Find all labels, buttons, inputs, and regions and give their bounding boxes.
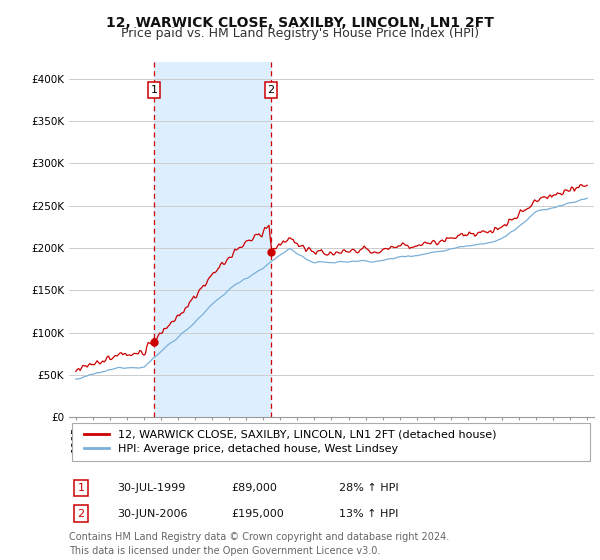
FancyBboxPatch shape	[71, 423, 590, 461]
Text: Contains HM Land Registry data © Crown copyright and database right 2024.
This d: Contains HM Land Registry data © Crown c…	[69, 533, 449, 556]
Text: 2: 2	[268, 85, 275, 95]
Text: £89,000: £89,000	[231, 483, 277, 493]
Text: 2: 2	[77, 508, 85, 519]
Text: 12, WARWICK CLOSE, SAXILBY, LINCOLN, LN1 2FT: 12, WARWICK CLOSE, SAXILBY, LINCOLN, LN1…	[106, 16, 494, 30]
Legend: 12, WARWICK CLOSE, SAXILBY, LINCOLN, LN1 2FT (detached house), HPI: Average pric: 12, WARWICK CLOSE, SAXILBY, LINCOLN, LN1…	[80, 426, 500, 458]
Bar	[154, 62, 271, 417]
Text: 1: 1	[151, 85, 157, 95]
Text: 30-JUL-1999: 30-JUL-1999	[117, 483, 185, 493]
Text: 1: 1	[77, 483, 85, 493]
Text: 13% ↑ HPI: 13% ↑ HPI	[339, 508, 398, 519]
Text: 30-JUN-2006: 30-JUN-2006	[117, 508, 187, 519]
Text: £195,000: £195,000	[231, 508, 284, 519]
Text: 28% ↑ HPI: 28% ↑ HPI	[339, 483, 398, 493]
Text: Price paid vs. HM Land Registry's House Price Index (HPI): Price paid vs. HM Land Registry's House …	[121, 27, 479, 40]
